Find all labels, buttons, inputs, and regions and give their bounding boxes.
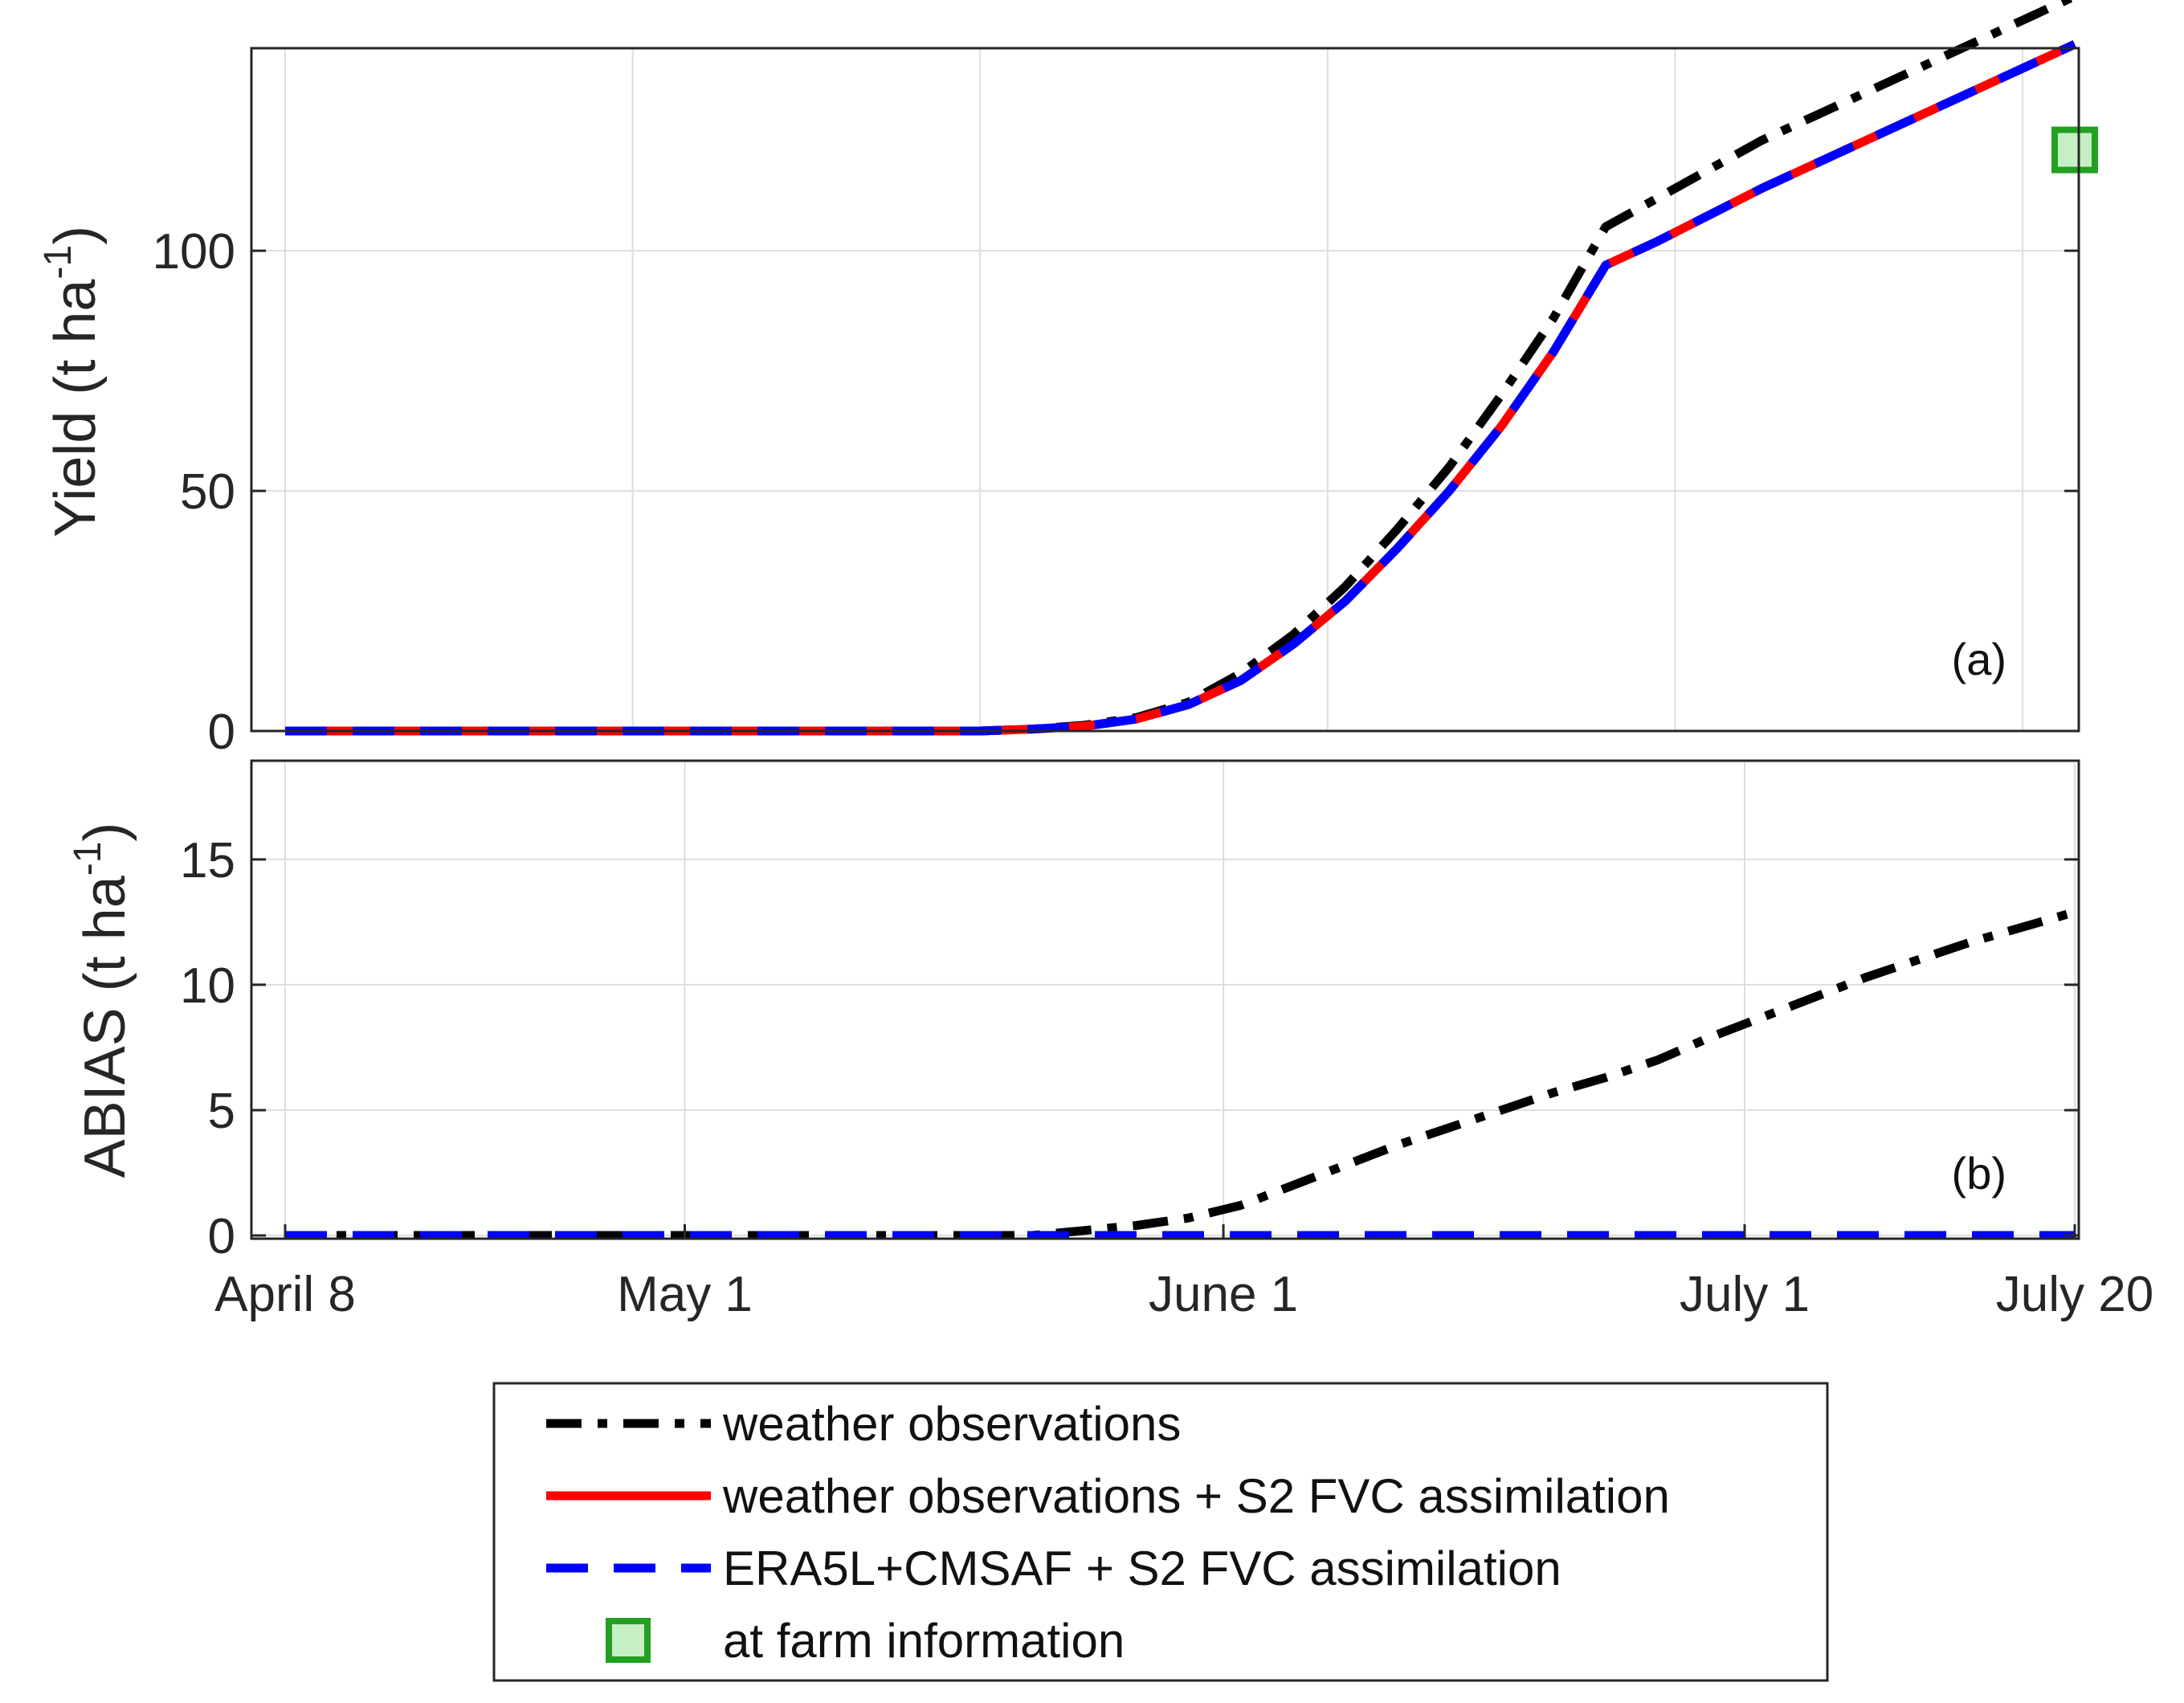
panel-a-y-ticks: 0 50 100 — [153, 224, 2079, 760]
panel-a-series-0 — [285, 0, 2077, 736]
panel-b-xtick-label-3: July 1 — [1680, 1267, 1810, 1322]
panel-b-series-0 — [285, 908, 2076, 1240]
legend-label-0: weather observations — [722, 1397, 1181, 1451]
panel-a-yield: 0 50 100 (a) Yield (t ha-1) — [37, 0, 2098, 760]
panel-b-grid — [251, 761, 2079, 1239]
panel-a-ylabel-close: ) — [43, 226, 108, 245]
panel-b-ylabel-main: ABIAS (t ha — [73, 875, 137, 1178]
panel-b-ytick-label-1: 5 — [208, 1084, 235, 1139]
panel-a-ytick-label-2: 100 — [153, 224, 235, 280]
panel-a-ylabel-main: Yield (t ha — [43, 279, 108, 537]
panel-b-abias: 0 5 10 15 April 8 May 1 June 1 July 1 July 20 (… — [67, 759, 2153, 1322]
legend-items: weather observations weather observations… — [546, 1397, 1670, 1668]
farm-information-marker — [2051, 126, 2098, 174]
panel-a-ylabel-exponent: -1 — [37, 245, 80, 280]
legend-marker-3 — [606, 1618, 651, 1663]
panel-a-series-1 — [285, 40, 2077, 736]
legend: weather observations weather observations… — [492, 1382, 1829, 1682]
panel-b-ytick-label-3: 15 — [180, 833, 235, 888]
legend-label-1: weather observations + S2 FVC assimilati… — [722, 1469, 1670, 1523]
panel-b-ylabel-exponent: -1 — [67, 842, 109, 876]
panel-a-ytick-label-1: 50 — [180, 464, 235, 520]
panel-b-ylabel-close: ) — [73, 823, 137, 842]
panel-a-grid — [251, 48, 2079, 731]
panel-b-ytick-label-2: 10 — [180, 958, 235, 1014]
panel-a-y-axis-label: Yield (t ha-1) — [37, 226, 108, 537]
panel-a-frame — [250, 47, 2080, 733]
panel-b-xtick-label-2: June 1 — [1149, 1267, 1298, 1322]
panel-b-y-axis-label: ABIAS (t ha-1) — [67, 823, 137, 1178]
panel-a-series — [285, 0, 2077, 736]
panel-b-ytick-label-0: 0 — [208, 1209, 235, 1264]
legend-label-2: ERA5L+CMSAF + S2 FVC assimilation — [723, 1542, 1561, 1595]
panel-a-series-2 — [285, 40, 2077, 736]
panel-a-ytick-label-0: 0 — [208, 704, 235, 760]
panel-a-label: (a) — [1952, 634, 2006, 684]
legend-box — [492, 1382, 1829, 1682]
legend-label-3: at farm information — [723, 1614, 1125, 1668]
panel-b-x-ticks: April 8 May 1 June 1 July 1 July 20 — [214, 1224, 2153, 1322]
panel-b-series — [285, 908, 2076, 1240]
panel-a-marker-layer — [2051, 126, 2098, 174]
panel-b-xtick-label-0: April 8 — [214, 1267, 356, 1322]
panel-b-xtick-label-4: July 20 — [1996, 1267, 2153, 1322]
panel-b-frame — [250, 759, 2080, 1240]
panel-b-label: (b) — [1952, 1148, 2006, 1199]
panel-b-y-ticks: 0 5 10 15 — [180, 833, 2079, 1264]
panel-b-xtick-label-1: May 1 — [617, 1267, 753, 1322]
